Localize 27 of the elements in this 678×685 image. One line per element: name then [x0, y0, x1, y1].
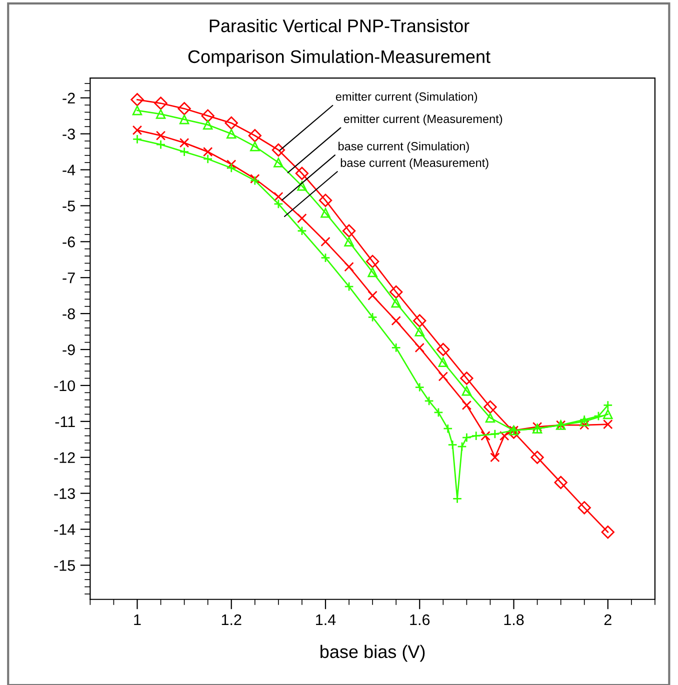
y-tick-label: -3 — [62, 128, 75, 140]
y-tick-label: -12 — [54, 452, 75, 463]
y-tick-label: -5 — [62, 200, 75, 212]
annotation: emitter current (Measurement) — [344, 114, 502, 126]
annotation: emitter current (Simulation) — [336, 92, 478, 104]
chart-title: Parasitic Vertical PNP-Transistor — [210, 18, 470, 32]
annotation: base current (Simulation) — [338, 142, 469, 153]
y-tick-label: -14 — [54, 524, 76, 535]
x-tick-label: 2 — [604, 614, 612, 626]
y-tick-label: -2 — [62, 92, 75, 104]
chart-subtitle: Comparison Simulation-Measurement — [188, 50, 490, 67]
y-tick-label: -4 — [62, 164, 76, 176]
y-tick-label: -9 — [62, 344, 75, 356]
y-tick-label: -13 — [54, 488, 75, 500]
x-tick-label: 1.4 — [316, 614, 336, 626]
y-tick-label: -15 — [54, 560, 75, 571]
y-tick-label: -6 — [62, 236, 75, 248]
y-tick-label: -11 — [55, 416, 75, 427]
x-axis-title: base bias (V) — [320, 644, 425, 662]
y-tick-label: -7 — [62, 272, 75, 284]
x-tick-label: 1.8 — [504, 614, 524, 626]
x-tick-label: 1.2 — [222, 614, 242, 626]
annotation: base current (Measurement) — [340, 158, 488, 170]
y-tick-label: -8 — [62, 308, 75, 320]
x-tick-label: 1 — [134, 614, 141, 626]
x-tick-label: 1.6 — [410, 614, 430, 626]
y-tick-label: -10 — [54, 380, 75, 392]
